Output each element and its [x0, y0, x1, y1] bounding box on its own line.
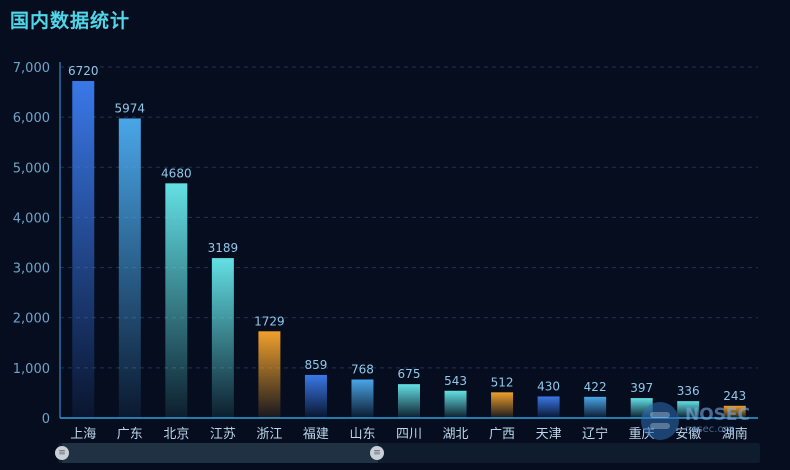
- y-tick-label: 1,000: [13, 362, 50, 377]
- bar[interactable]: [444, 390, 467, 418]
- x-category-label: 上海: [70, 427, 96, 442]
- bar-value-label: 1729: [254, 314, 285, 328]
- bar[interactable]: [537, 396, 560, 418]
- bar-value-label: 4680: [161, 166, 192, 180]
- bar[interactable]: [677, 401, 700, 418]
- y-tick-label: 4,000: [13, 211, 50, 226]
- bar[interactable]: [72, 81, 95, 418]
- watermark: NOSEC nosec.org: [640, 402, 750, 440]
- data-zoom-selected-range[interactable]: [62, 443, 378, 463]
- y-tick-label: 3,000: [13, 262, 50, 277]
- bar-value-label: 675: [398, 367, 421, 381]
- x-category-label: 广西: [489, 427, 515, 442]
- bar[interactable]: [118, 118, 141, 419]
- bar[interactable]: [398, 384, 420, 418]
- y-tick-label: 6,000: [13, 111, 50, 126]
- bar-value-label: 397: [630, 381, 653, 395]
- bar-value-label: 422: [584, 380, 607, 394]
- bar-value-label: 336: [677, 384, 700, 398]
- bar-value-label: 512: [491, 375, 514, 389]
- x-category-label: 天津: [536, 427, 562, 442]
- data-zoom-slider[interactable]: ≡ ≡: [55, 443, 760, 463]
- bar-value-label: 859: [304, 358, 327, 372]
- zoom-start-handle[interactable]: ≡: [55, 446, 69, 460]
- bar-value-label: 543: [444, 374, 467, 388]
- y-tick-label: 5,000: [13, 161, 50, 176]
- zoom-end-handle[interactable]: ≡: [370, 446, 384, 460]
- x-category-label: 浙江: [256, 427, 282, 442]
- bar[interactable]: [165, 183, 188, 418]
- bar[interactable]: [211, 258, 234, 418]
- bar-value-label: 768: [351, 362, 374, 376]
- watermark-sub: nosec.org: [684, 424, 734, 435]
- bar[interactable]: [258, 331, 281, 418]
- x-category-label: 四川: [396, 427, 422, 442]
- x-category-label: 安徽: [675, 427, 701, 442]
- bar[interactable]: [584, 396, 607, 418]
- watermark-text: NOSEC: [684, 405, 750, 425]
- bar[interactable]: [351, 379, 374, 418]
- x-category-label: 湖南: [722, 426, 748, 442]
- y-tick-label: 2,000: [13, 312, 50, 327]
- bar-value-label: 5974: [115, 101, 146, 115]
- chart-title: 国内数据统计: [10, 10, 131, 32]
- bar-value-label: 430: [537, 379, 560, 393]
- x-category-label: 北京: [163, 427, 189, 442]
- bar-value-label: 6720: [68, 64, 99, 78]
- nosec-logo-icon: [640, 402, 679, 440]
- bar-value-label: 3189: [208, 241, 239, 255]
- x-category-label: 湖北: [443, 427, 469, 442]
- bar[interactable]: [304, 374, 327, 418]
- x-category-label: 山东: [349, 427, 375, 442]
- bar[interactable]: [723, 405, 746, 418]
- x-category-label: 福建: [303, 427, 329, 442]
- y-tick-label: 7,000: [13, 61, 50, 76]
- x-category-label: 江苏: [210, 426, 236, 442]
- x-category-label: 辽宁: [582, 426, 608, 442]
- y-tick-label: 0: [42, 412, 50, 427]
- bar[interactable]: [491, 392, 514, 418]
- bar-value-label: 243: [723, 389, 746, 403]
- x-category-label: 广东: [117, 427, 143, 442]
